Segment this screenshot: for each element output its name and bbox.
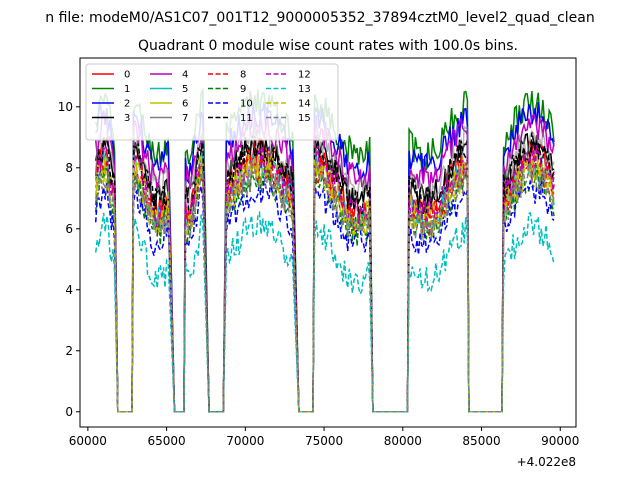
y-tick-label: 10 bbox=[58, 100, 73, 114]
y-axis: 0 2 4 6 8 10 bbox=[58, 100, 80, 419]
legend-box bbox=[85, 63, 339, 141]
x-tick-label: 85000 bbox=[462, 434, 500, 448]
y-tick-label: 6 bbox=[65, 222, 73, 236]
y-tick-label: 4 bbox=[65, 283, 73, 297]
legend-label-4: 4 bbox=[182, 70, 188, 81]
series-line-3 bbox=[94, 132, 555, 413]
x-tick-label: 90000 bbox=[541, 434, 579, 448]
legend-label-11: 11 bbox=[240, 113, 253, 124]
legend-label-13: 13 bbox=[298, 84, 311, 95]
legend-label-10: 10 bbox=[240, 99, 253, 110]
x-offset-label: +4.022e8 bbox=[517, 455, 576, 469]
x-tick-label: 65000 bbox=[148, 434, 186, 448]
legend-label-8: 8 bbox=[240, 70, 246, 81]
legend-label-1: 1 bbox=[124, 84, 130, 95]
legend-label-12: 12 bbox=[298, 70, 311, 81]
x-tick-label: 80000 bbox=[384, 434, 422, 448]
x-tick-label: 75000 bbox=[305, 434, 343, 448]
y-tick-label: 8 bbox=[65, 161, 73, 175]
legend-label-15: 15 bbox=[298, 113, 311, 124]
x-tick-label: 60000 bbox=[69, 434, 107, 448]
y-tick-label: 2 bbox=[65, 344, 73, 358]
legend-label-14: 14 bbox=[298, 99, 311, 110]
legend-label-3: 3 bbox=[124, 113, 130, 124]
legend-label-9: 9 bbox=[240, 84, 246, 95]
chart-suptitle: n file: modeM0/AS1C07_001T12_9000005352_… bbox=[45, 10, 594, 26]
x-tick-label: 70000 bbox=[226, 434, 264, 448]
series-line-13 bbox=[94, 210, 555, 413]
legend-label-0: 0 bbox=[124, 70, 130, 81]
series-line-15 bbox=[94, 162, 555, 413]
legend-label-7: 7 bbox=[182, 113, 188, 124]
chart-title: Quadrant 0 module wise count rates with … bbox=[138, 38, 518, 54]
series-line-11 bbox=[95, 132, 555, 413]
legend-label-6: 6 bbox=[182, 99, 188, 110]
plot-frame bbox=[79, 57, 577, 428]
x-axis: 60000 65000 70000 75000 80000 85000 90000 bbox=[69, 427, 579, 448]
y-tick-label: 0 bbox=[65, 405, 73, 419]
legend-label-5: 5 bbox=[182, 84, 188, 95]
legend-label-2: 2 bbox=[124, 99, 130, 110]
